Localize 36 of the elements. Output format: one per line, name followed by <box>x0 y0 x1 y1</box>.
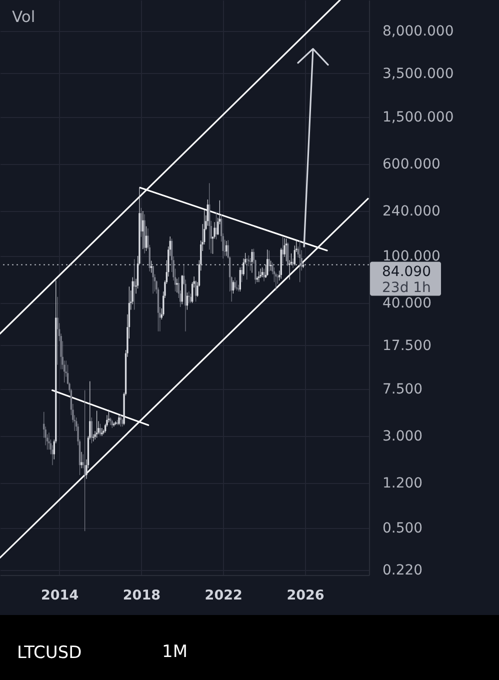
candlestick <box>56 296 58 366</box>
candlestick <box>263 268 265 282</box>
x-tick-label: 2018 <box>122 588 160 604</box>
candlestick <box>96 410 98 438</box>
y-tick-label: 7.500 <box>382 381 423 398</box>
candlestick <box>234 276 236 290</box>
annotation: Vol <box>12 8 36 26</box>
x-tick-label: 2022 <box>204 588 242 604</box>
text: 1M <box>162 642 188 662</box>
y-tick-label: 3,500.000 <box>382 66 454 82</box>
candlestick <box>285 238 288 262</box>
line-series <box>297 48 329 248</box>
candlestick <box>150 260 152 274</box>
y-tick-label: 8,000.000 <box>382 23 454 40</box>
y-tick-label: 240.000 <box>382 203 440 220</box>
y-tick-label: 0.220 <box>382 562 423 579</box>
candlestick <box>108 409 110 423</box>
x-tick-label: 2026 <box>286 588 324 604</box>
ref-line-label: 84.090 <box>382 264 431 280</box>
candlestick <box>99 424 102 436</box>
y-tick-label: 3.000 <box>382 428 423 444</box>
candlestick <box>176 278 178 293</box>
y-tick-label: 0.500 <box>382 520 423 536</box>
text: 23d 1h <box>382 280 431 296</box>
candlestick <box>260 268 262 278</box>
y-tick-label: 17.500 <box>382 338 432 354</box>
y-tick-label: 600.000 <box>382 156 440 172</box>
y-tick-label: 100.000 <box>382 248 440 264</box>
y-tick-label: 1.200 <box>382 476 423 492</box>
x-tick-label: 2014 <box>41 588 79 604</box>
candlestick <box>261 267 264 278</box>
y-tick-label: 1,500.000 <box>382 109 454 126</box>
text: LTCUSD <box>17 643 82 663</box>
candlestick <box>110 417 112 426</box>
candlestick <box>292 258 294 268</box>
y-tick-label: 40.000 <box>382 295 432 312</box>
